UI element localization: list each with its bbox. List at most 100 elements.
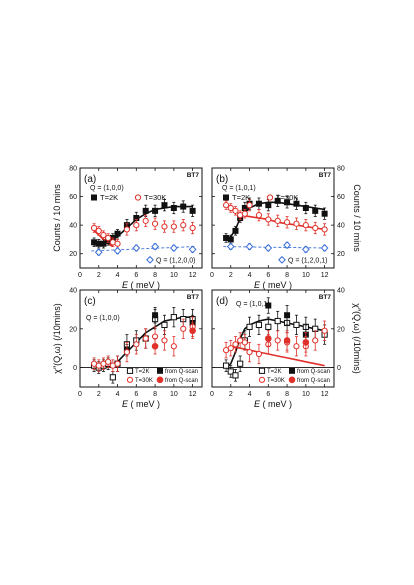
data-point <box>301 245 310 254</box>
data-point <box>189 207 196 214</box>
series-open-circle <box>90 316 196 372</box>
x-tick-label: 2 <box>97 391 101 398</box>
data-point <box>246 323 253 330</box>
x-tick-label: 2 <box>229 272 233 279</box>
data-point <box>255 200 262 207</box>
data-point <box>189 327 196 335</box>
data-point <box>227 204 234 212</box>
y-tick-label: 40 <box>69 223 77 230</box>
series-open-square <box>222 310 328 382</box>
data-point <box>274 217 281 224</box>
data-point <box>312 337 319 344</box>
legend-label: T=30K <box>144 193 166 202</box>
legend-label: from Q-scan <box>165 369 198 375</box>
q-annotation: Q = (1,2,0,1) <box>288 257 328 264</box>
q-annotation: Q = (1,0,0) <box>90 185 124 192</box>
data-point <box>90 224 98 232</box>
series-open-circle <box>222 199 328 236</box>
legend-marker <box>126 376 134 383</box>
data-point <box>123 226 131 233</box>
instrument-label: BT7 <box>319 172 332 179</box>
y-tick-label: 80 <box>337 166 345 173</box>
data-point <box>161 202 168 209</box>
instrument-label: BT7 <box>319 294 332 301</box>
data-point <box>151 342 159 350</box>
data-point <box>312 224 319 232</box>
data-point <box>180 222 187 229</box>
data-point <box>320 244 329 252</box>
data-point <box>302 339 310 346</box>
legend-marker <box>266 194 274 201</box>
legend-marker <box>222 194 229 201</box>
data-point <box>161 321 168 329</box>
data-point <box>170 223 177 230</box>
panel-label: (b) <box>216 174 228 185</box>
data-point <box>132 244 141 252</box>
data-point <box>188 245 197 254</box>
data-point <box>265 202 272 209</box>
legend-marker <box>126 367 134 374</box>
data-point <box>255 350 263 358</box>
data-point <box>284 312 291 319</box>
data-point <box>142 217 149 224</box>
y-tick-label: 20 <box>337 251 345 258</box>
y-axis-label: χ″(Q,ω) (/10mins) <box>52 303 62 373</box>
plot-frame <box>211 167 335 269</box>
legend-marker <box>278 255 286 264</box>
series-filled-circle <box>265 330 310 353</box>
data-point <box>180 203 187 210</box>
data-point <box>265 216 272 223</box>
y-tick-label: 40 <box>337 288 345 295</box>
x-tick-label: 0 <box>78 391 82 398</box>
data-point <box>133 222 140 229</box>
data-point <box>232 372 239 379</box>
series-open-diamond <box>226 241 329 254</box>
x-tick-label: 12 <box>189 272 197 279</box>
data-point <box>302 222 309 229</box>
q-annotation: Q = (1,2,0,0) <box>156 257 196 264</box>
data-point <box>293 343 300 350</box>
instrument-label: BT7 <box>187 294 200 301</box>
data-point <box>232 227 239 234</box>
x-tick-label: 8 <box>285 272 289 279</box>
x-tick-label: 0 <box>78 272 82 279</box>
data-point <box>241 210 248 217</box>
x-tick-label: 4 <box>248 272 252 279</box>
data-point <box>161 337 168 344</box>
data-point <box>246 202 253 209</box>
data-point <box>189 224 196 232</box>
q-annotation: Q = (1,0,0) <box>86 315 120 322</box>
data-point <box>232 341 239 348</box>
data-point <box>170 314 177 321</box>
data-point <box>283 337 291 344</box>
data-point <box>255 212 263 219</box>
fit-curve <box>223 246 327 249</box>
y-tick-label: 40 <box>337 223 345 230</box>
legend-label: T=30K <box>276 193 298 202</box>
legend-label: T=2K <box>135 369 150 375</box>
data-point <box>151 242 159 251</box>
chart-panel-3: 0 2 4 6 8 10 12 0 20 40 E ( meV ) χ″(Q,ω) (/10mins)… <box>52 288 203 409</box>
data-point <box>227 236 234 243</box>
data-point <box>283 219 291 226</box>
data-point <box>109 374 116 381</box>
y-tick-label: 60 <box>69 194 77 201</box>
series-filled-circle <box>151 322 196 355</box>
data-point <box>142 335 149 342</box>
y-tick-label: 0 <box>73 365 77 372</box>
plot-frame <box>211 289 335 388</box>
fit-curve <box>91 246 195 252</box>
y-tick-label: 20 <box>337 326 345 333</box>
data-point <box>152 207 159 214</box>
data-point <box>94 248 103 257</box>
x-axis-label: E ( meV ) <box>254 280 292 290</box>
y-tick-label: 40 <box>69 288 77 295</box>
data-point <box>321 226 328 233</box>
data-point <box>113 246 122 255</box>
legend-marker <box>258 376 266 383</box>
data-point <box>105 234 112 242</box>
data-point <box>255 321 263 329</box>
x-tick-label: 10 <box>170 272 178 279</box>
data-point <box>180 325 187 332</box>
